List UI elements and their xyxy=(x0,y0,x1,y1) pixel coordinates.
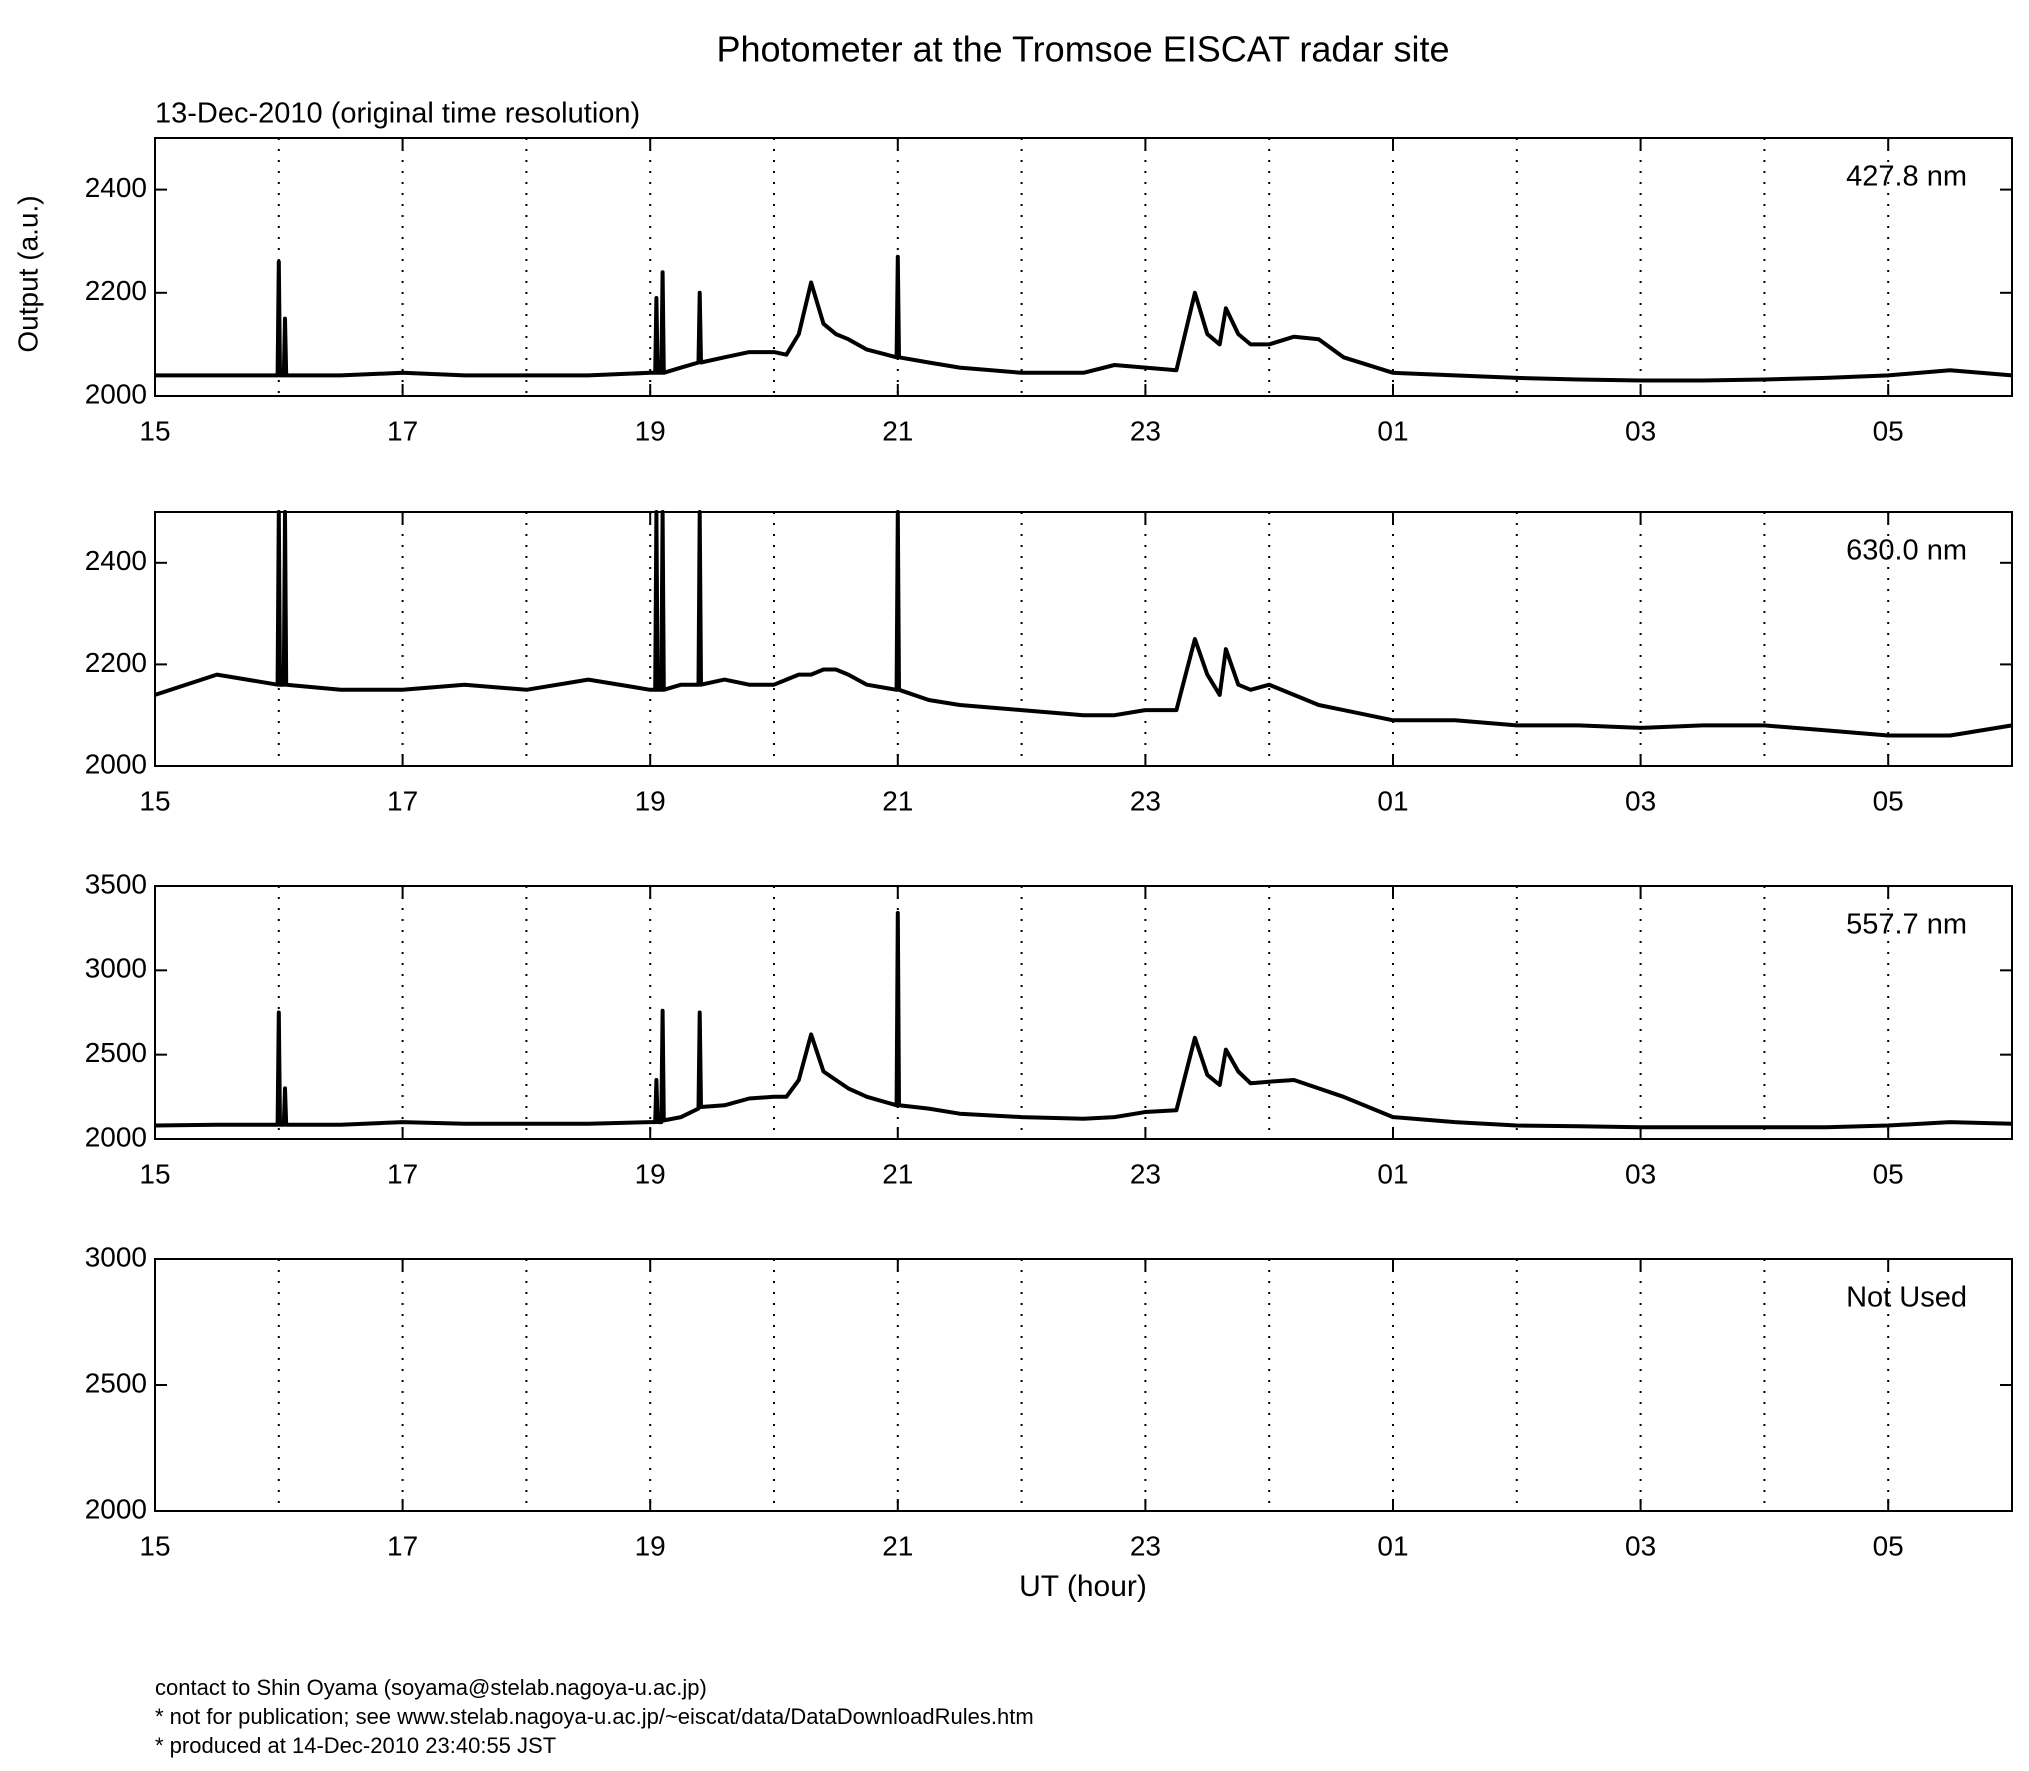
footer-line: * produced at 14-Dec-2010 23:40:55 JST xyxy=(155,1733,556,1758)
x-tick-label: 15 xyxy=(139,415,170,446)
x-tick-label: 15 xyxy=(139,1158,170,1189)
x-tick-label: 19 xyxy=(635,415,666,446)
x-tick-label: 17 xyxy=(387,785,418,816)
x-tick-label: 05 xyxy=(1873,785,1904,816)
x-tick-label: 05 xyxy=(1873,1158,1904,1189)
y-tick-label: 2400 xyxy=(85,172,147,203)
data-line xyxy=(155,254,2013,383)
x-tick-label: 15 xyxy=(139,1530,170,1561)
axes-frame xyxy=(154,1258,2013,1512)
x-axis-label: UT (hour) xyxy=(1019,1570,1147,1603)
data-line xyxy=(154,510,2013,738)
subtitle: 13-Dec-2010 (original time resolution) xyxy=(155,98,640,130)
x-tick-label: 17 xyxy=(387,415,418,446)
x-tick-label: 03 xyxy=(1625,1158,1656,1189)
footer-line: * not for publication; see www.stelab.na… xyxy=(155,1704,1034,1729)
y-axis-label: Output (a.u.) xyxy=(12,195,43,352)
y-tick-label: 3500 xyxy=(85,868,147,899)
panel-label: 557.7 nm xyxy=(1846,909,1967,941)
x-tick-label: 05 xyxy=(1873,1530,1904,1561)
x-tick-label: 17 xyxy=(387,1158,418,1189)
y-tick-label: 2200 xyxy=(85,647,147,678)
panel-label: 427.8 nm xyxy=(1846,161,1967,193)
x-tick-label: 19 xyxy=(635,1158,666,1189)
y-tick-label: 2000 xyxy=(85,748,147,779)
x-tick-label: 19 xyxy=(635,785,666,816)
footer-line: contact to Shin Oyama (soyama@stelab.nag… xyxy=(155,1675,707,1700)
y-tick-label: 2500 xyxy=(85,1367,147,1398)
x-tick-label: 01 xyxy=(1377,785,1408,816)
axes-frame xyxy=(154,885,2013,1140)
y-tick-label: 2500 xyxy=(85,1037,147,1068)
y-tick-label: 2000 xyxy=(85,378,147,409)
chart-title: Photometer at the Tromsoe EISCAT radar s… xyxy=(717,29,1450,70)
panel-label: 630.0 nm xyxy=(1846,535,1967,567)
y-tick-label: 2000 xyxy=(85,1493,147,1524)
x-tick-label: 01 xyxy=(1377,1530,1408,1561)
x-tick-label: 15 xyxy=(139,785,170,816)
x-tick-label: 05 xyxy=(1873,415,1904,446)
data-line xyxy=(154,911,2013,1130)
y-tick-label: 2200 xyxy=(85,275,147,306)
y-tick-label: 2000 xyxy=(85,1121,147,1152)
x-tick-label: 23 xyxy=(1130,415,1161,446)
x-tick-label: 03 xyxy=(1625,785,1656,816)
x-tick-label: 21 xyxy=(882,1158,913,1189)
y-tick-label: 2400 xyxy=(85,545,147,576)
x-tick-label: 21 xyxy=(882,1530,913,1561)
x-tick-label: 01 xyxy=(1377,1158,1408,1189)
panel-label: Not Used xyxy=(1846,1282,1967,1314)
x-tick-label: 03 xyxy=(1625,1530,1656,1561)
x-tick-label: 17 xyxy=(387,1530,418,1561)
x-tick-label: 01 xyxy=(1377,415,1408,446)
y-tick-label: 3000 xyxy=(85,1241,147,1272)
x-tick-label: 23 xyxy=(1130,1158,1161,1189)
x-tick-label: 23 xyxy=(1130,1530,1161,1561)
x-tick-label: 21 xyxy=(882,415,913,446)
x-tick-label: 23 xyxy=(1130,785,1161,816)
x-tick-label: 21 xyxy=(882,785,913,816)
x-tick-label: 19 xyxy=(635,1530,666,1561)
axes-frame xyxy=(154,511,2013,767)
y-tick-label: 3000 xyxy=(85,953,147,984)
axes-frame xyxy=(154,137,2013,397)
x-tick-label: 03 xyxy=(1625,415,1656,446)
